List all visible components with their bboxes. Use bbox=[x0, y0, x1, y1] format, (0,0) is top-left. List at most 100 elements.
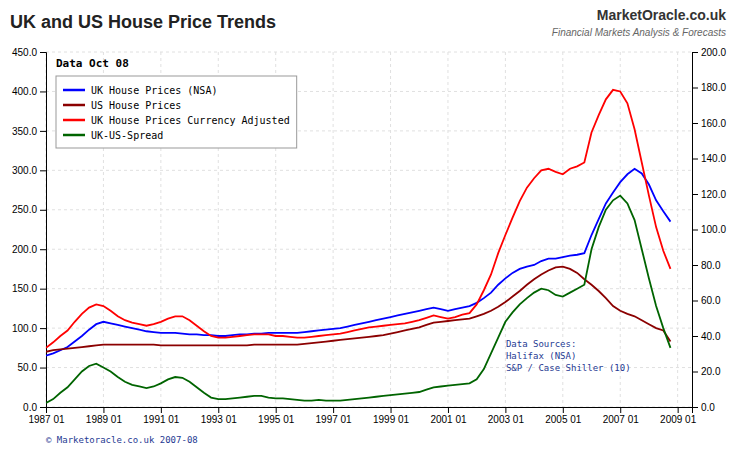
axis-domain bbox=[47, 408, 693, 414]
tick-label: 150.0 bbox=[12, 283, 37, 294]
tick: 40.0 bbox=[692, 331, 721, 342]
x-axis: 1987 01 1989 01 1991 01 1993 01 1995 01 1997 … bbox=[28, 407, 696, 425]
annotation: © Marketoracle.co.uk 2007-08 bbox=[46, 435, 198, 445]
tick-mark bbox=[40, 52, 46, 53]
tick-mark bbox=[505, 407, 506, 413]
grid-line-y bbox=[46, 209, 692, 210]
legend-item: UK-US-Spread bbox=[63, 130, 163, 141]
tick-mark bbox=[692, 123, 698, 124]
tick-label: 250.0 bbox=[12, 204, 37, 215]
tick: 2005 01 bbox=[545, 407, 582, 425]
tick-label: 50.0 bbox=[18, 362, 38, 373]
tick-label: 2003 01 bbox=[488, 414, 525, 425]
legend-item: US House Prices bbox=[63, 100, 181, 111]
tick-mark bbox=[40, 210, 46, 211]
grid-line-x bbox=[677, 52, 678, 407]
tick-label: 1989 01 bbox=[86, 414, 123, 425]
tick: 2003 01 bbox=[488, 407, 525, 425]
annotation: Data Sources:Halifax (NSA)S&P / Case Shi… bbox=[506, 339, 631, 373]
legend-item: UK House Prices (NSA) bbox=[63, 85, 217, 96]
chart-svg: UK and US House Price Trends MarketOracle… bbox=[0, 0, 738, 451]
chart-title: UK and US House Price Trends bbox=[10, 12, 276, 32]
tick-mark bbox=[103, 407, 104, 413]
tick-label: 80.0 bbox=[701, 260, 721, 271]
grid-line-y bbox=[46, 52, 692, 53]
tick-mark bbox=[40, 368, 46, 369]
tick-mark bbox=[333, 407, 334, 413]
tick-label: 160.0 bbox=[701, 118, 726, 129]
tick: 100.0 bbox=[692, 224, 726, 235]
tick-mark bbox=[276, 407, 277, 413]
tick: 80.0 bbox=[692, 260, 721, 271]
legend-label: UK-US-Spread bbox=[91, 130, 163, 141]
tick-mark bbox=[692, 194, 698, 195]
tick: 180.0 bbox=[692, 82, 726, 93]
axis-domain bbox=[40, 53, 47, 408]
tick-mark bbox=[620, 407, 621, 413]
tick-mark bbox=[391, 407, 392, 413]
tick-mark bbox=[692, 372, 698, 373]
tick-mark bbox=[692, 52, 698, 53]
tick: 1991 01 bbox=[143, 407, 180, 425]
grid-line-x bbox=[447, 52, 448, 407]
tick-label: 140.0 bbox=[701, 153, 726, 164]
tick: 120.0 bbox=[692, 189, 726, 200]
header-subtext: Financial Markets Analysis & Forecasts bbox=[552, 27, 726, 38]
grid-line-y bbox=[46, 249, 692, 250]
chart-container: UK and US House Price Trends MarketOracle… bbox=[0, 0, 738, 451]
tick-label: 1987 01 bbox=[28, 414, 65, 425]
legend-box bbox=[56, 76, 297, 148]
tick-label: 1999 01 bbox=[373, 414, 410, 425]
tick-label: 1993 01 bbox=[201, 414, 238, 425]
tick-label: 2007 01 bbox=[603, 414, 640, 425]
tick-mark bbox=[161, 407, 162, 413]
legend-swatch bbox=[63, 104, 85, 107]
tick-mark bbox=[692, 88, 698, 89]
tick-label: 200.0 bbox=[701, 47, 726, 58]
legend-label: US House Prices bbox=[91, 100, 181, 111]
tick: 400.0 bbox=[12, 86, 46, 97]
tick-label: 180.0 bbox=[701, 82, 726, 93]
tick-label: 1991 01 bbox=[143, 414, 180, 425]
tick-mark bbox=[692, 230, 698, 231]
tick-label: 450.0 bbox=[12, 47, 37, 58]
grid-line-x bbox=[333, 52, 334, 407]
tick-label: 1997 01 bbox=[316, 414, 353, 425]
tick-label: 2005 01 bbox=[545, 414, 582, 425]
legend: UK House Prices (NSA) US House Prices UK H… bbox=[56, 76, 297, 148]
tick-label: 0.0 bbox=[23, 402, 37, 413]
tick-mark bbox=[40, 131, 46, 132]
tick: 2007 01 bbox=[603, 407, 640, 425]
tick: 1995 01 bbox=[258, 407, 295, 425]
tick: 350.0 bbox=[12, 126, 46, 137]
header-text: MarketOracle.co.uk bbox=[597, 7, 726, 23]
lines bbox=[46, 90, 670, 403]
legend-swatch bbox=[63, 134, 85, 137]
tick: 300.0 bbox=[12, 165, 46, 176]
tick-label: 2001 01 bbox=[430, 414, 467, 425]
grid-line-x bbox=[620, 52, 621, 407]
tick-mark bbox=[40, 170, 46, 171]
tick-mark bbox=[448, 407, 449, 413]
tick-label: 1995 01 bbox=[258, 414, 295, 425]
tick-label: 0.0 bbox=[701, 402, 715, 413]
tick-mark bbox=[678, 407, 679, 413]
series-line bbox=[46, 169, 670, 356]
tick-mark bbox=[40, 328, 46, 329]
tick-label: 120.0 bbox=[701, 189, 726, 200]
series-line bbox=[46, 196, 670, 403]
annotation: Data Oct 08 bbox=[56, 57, 129, 70]
tick-label: 2009 01 bbox=[660, 414, 697, 425]
legend-label: UK House Prices Currency Adjusted bbox=[91, 115, 290, 126]
tick-mark bbox=[40, 407, 46, 408]
tick: 150.0 bbox=[12, 283, 46, 294]
tick-mark bbox=[692, 301, 698, 302]
legend-swatch bbox=[63, 119, 85, 122]
grid bbox=[46, 52, 692, 407]
tick-label: 60.0 bbox=[701, 295, 721, 306]
tick-label: 40.0 bbox=[701, 331, 721, 342]
tick-label: 200.0 bbox=[12, 244, 37, 255]
tick-label: 400.0 bbox=[12, 86, 37, 97]
tick-mark bbox=[563, 407, 564, 413]
tick: 50.0 bbox=[18, 362, 46, 373]
